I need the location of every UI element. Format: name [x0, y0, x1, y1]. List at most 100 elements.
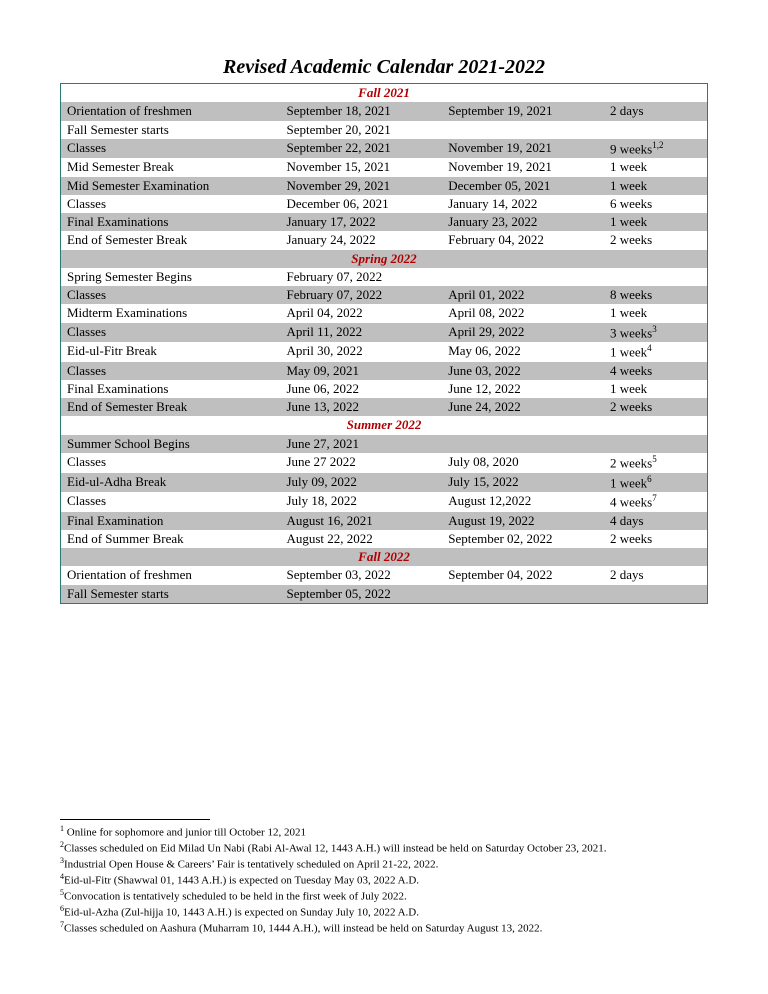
event-cell: Mid Semester Examination — [61, 177, 281, 195]
date-end-cell: June 12, 2022 — [442, 380, 604, 398]
date-start-cell: February 07, 2022 — [280, 286, 442, 304]
footnote-text: Convocation is tentatively scheduled to … — [64, 891, 407, 903]
duration-cell: 2 weeks5 — [604, 453, 708, 473]
table-row: Midterm ExaminationsApril 04, 2022April … — [61, 304, 708, 322]
duration-cell: 2 days — [604, 566, 708, 584]
footnote: 3Industrial Open House & Careers’ Fair i… — [60, 856, 708, 872]
footnote: 6Eid-ul-Azha (Zul-hijja 10, 1443 A.H.) i… — [60, 904, 708, 920]
duration-cell: 9 weeks1,2 — [604, 139, 708, 159]
table-row: End of Summer BreakAugust 22, 2022Septem… — [61, 530, 708, 548]
event-cell: Classes — [61, 453, 281, 473]
date-end-cell: August 19, 2022 — [442, 512, 604, 530]
event-cell: Spring Semester Begins — [61, 268, 281, 286]
date-start-cell: May 09, 2021 — [280, 362, 442, 380]
event-cell: Mid Semester Break — [61, 158, 281, 176]
superscript-ref: 6 — [647, 474, 652, 484]
event-cell: End of Semester Break — [61, 231, 281, 249]
section-header: Spring 2022 — [61, 250, 708, 268]
date-end-cell: April 01, 2022 — [442, 286, 604, 304]
event-cell: Orientation of freshmen — [61, 102, 281, 120]
event-cell: Final Examinations — [61, 213, 281, 231]
date-end-cell — [442, 585, 604, 604]
duration-cell: 1 week6 — [604, 473, 708, 493]
date-end-cell: June 24, 2022 — [442, 398, 604, 416]
date-end-cell: September 02, 2022 — [442, 530, 604, 548]
table-row: End of Semester BreakJune 13, 2022June 2… — [61, 398, 708, 416]
event-cell: Classes — [61, 362, 281, 380]
date-start-cell: February 07, 2022 — [280, 268, 442, 286]
table-row: ClassesApril 11, 2022April 29, 20223 wee… — [61, 323, 708, 343]
duration-cell — [604, 435, 708, 453]
footnote: 1 Online for sophomore and junior till O… — [60, 824, 708, 840]
table-row: Eid-ul-Fitr BreakApril 30, 2022May 06, 2… — [61, 342, 708, 362]
footnote-text: Classes scheduled on Aashura (Muharram 1… — [64, 923, 542, 935]
event-cell: Classes — [61, 286, 281, 304]
event-cell: Final Examinations — [61, 380, 281, 398]
event-cell: Eid-ul-Adha Break — [61, 473, 281, 493]
date-end-cell — [442, 435, 604, 453]
date-end-cell: September 19, 2021 — [442, 102, 604, 120]
duration-cell: 2 days — [604, 102, 708, 120]
duration-cell: 2 weeks — [604, 231, 708, 249]
table-row: Final ExaminationAugust 16, 2021August 1… — [61, 512, 708, 530]
table-row: Spring Semester BeginsFebruary 07, 2022 — [61, 268, 708, 286]
date-start-cell: September 18, 2021 — [280, 102, 442, 120]
table-row: Mid Semester ExaminationNovember 29, 202… — [61, 177, 708, 195]
footnote-text: Industrial Open House & Careers’ Fair is… — [64, 859, 438, 871]
footnote: 5Convocation is tentatively scheduled to… — [60, 888, 708, 904]
event-cell: Midterm Examinations — [61, 304, 281, 322]
event-cell: Fall Semester starts — [61, 585, 281, 604]
table-row: ClassesFebruary 07, 2022April 01, 20228 … — [61, 286, 708, 304]
calendar-table: Fall 2021Orientation of freshmenSeptembe… — [60, 83, 708, 604]
date-end-cell: November 19, 2021 — [442, 139, 604, 159]
date-end-cell: April 08, 2022 — [442, 304, 604, 322]
date-end-cell: September 04, 2022 — [442, 566, 604, 584]
duration-cell: 4 days — [604, 512, 708, 530]
section-header: Summer 2022 — [61, 416, 708, 434]
footnote-rule — [60, 819, 210, 820]
date-start-cell: August 16, 2021 — [280, 512, 442, 530]
table-row: Eid-ul-Adha BreakJuly 09, 2022July 15, 2… — [61, 473, 708, 493]
table-row: End of Semester BreakJanuary 24, 2022Feb… — [61, 231, 708, 249]
date-end-cell — [442, 121, 604, 139]
footnotes-block: 1 Online for sophomore and junior till O… — [60, 819, 708, 936]
table-row: Fall Semester startsSeptember 05, 2022 — [61, 585, 708, 604]
date-end-cell: January 14, 2022 — [442, 195, 604, 213]
date-start-cell: September 05, 2022 — [280, 585, 442, 604]
duration-cell: 1 week4 — [604, 342, 708, 362]
table-row: ClassesMay 09, 2021June 03, 20224 weeks — [61, 362, 708, 380]
date-end-cell: April 29, 2022 — [442, 323, 604, 343]
date-start-cell: September 22, 2021 — [280, 139, 442, 159]
event-cell: Classes — [61, 492, 281, 512]
event-cell: Eid-ul-Fitr Break — [61, 342, 281, 362]
table-row: Summer School BeginsJune 27, 2021 — [61, 435, 708, 453]
footnote: 7Classes scheduled on Aashura (Muharram … — [60, 920, 708, 936]
date-start-cell: June 06, 2022 — [280, 380, 442, 398]
event-cell: Classes — [61, 139, 281, 159]
section-header: Fall 2022 — [61, 548, 708, 566]
table-row: ClassesSeptember 22, 2021November 19, 20… — [61, 139, 708, 159]
date-start-cell: August 22, 2022 — [280, 530, 442, 548]
duration-cell — [604, 585, 708, 604]
duration-cell: 6 weeks — [604, 195, 708, 213]
date-start-cell: November 29, 2021 — [280, 177, 442, 195]
date-start-cell: July 18, 2022 — [280, 492, 442, 512]
event-cell: Classes — [61, 323, 281, 343]
duration-cell: 1 week — [604, 213, 708, 231]
duration-cell — [604, 268, 708, 286]
section-header: Fall 2021 — [61, 84, 708, 103]
superscript-ref: 5 — [652, 454, 657, 464]
date-start-cell: June 27, 2021 — [280, 435, 442, 453]
footnote: 2Classes scheduled on Eid Milad Un Nabi … — [60, 840, 708, 856]
date-start-cell: April 11, 2022 — [280, 323, 442, 343]
date-end-cell: February 04, 2022 — [442, 231, 604, 249]
footnote-text: Classes scheduled on Eid Milad Un Nabi (… — [64, 843, 607, 855]
table-row: Final ExaminationsJanuary 17, 2022Januar… — [61, 213, 708, 231]
date-end-cell: August 12,2022 — [442, 492, 604, 512]
date-start-cell: January 24, 2022 — [280, 231, 442, 249]
superscript-ref: 4 — [647, 343, 652, 353]
event-cell: End of Summer Break — [61, 530, 281, 548]
table-row: Orientation of freshmenSeptember 03, 202… — [61, 566, 708, 584]
duration-cell — [604, 121, 708, 139]
event-cell: Final Examination — [61, 512, 281, 530]
